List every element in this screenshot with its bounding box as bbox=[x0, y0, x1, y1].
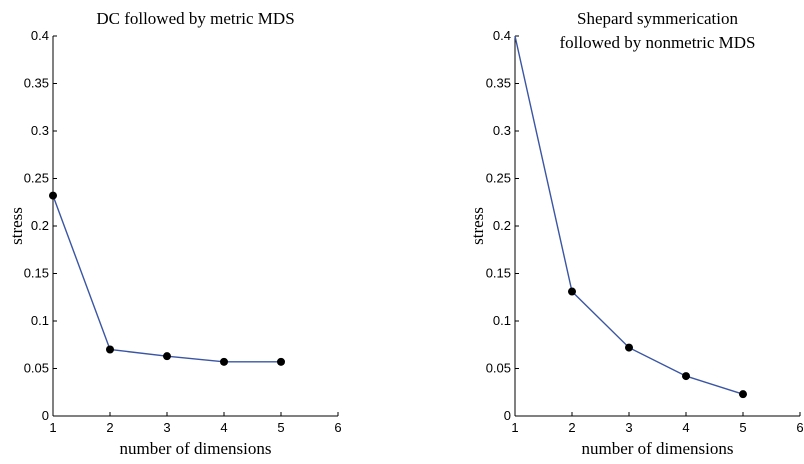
x-tick-label: 5 bbox=[277, 420, 284, 435]
chart-panel-1: 0 0.05 0.1 0.15 0.2 0.25 0.3 0.35 0.4 1 2 3 4 5 6 DC fo… bbox=[7, 9, 342, 458]
series-line bbox=[52, 195, 281, 363]
x-tick-label: 1 bbox=[49, 420, 56, 435]
x-tick-label: 4 bbox=[220, 420, 227, 435]
y-tick-label: 0.4 bbox=[493, 28, 511, 43]
x-tick-label: 6 bbox=[334, 420, 341, 435]
data-point bbox=[106, 345, 114, 354]
data-point bbox=[49, 191, 57, 200]
x-tick-label: 3 bbox=[163, 420, 170, 435]
y-tick-label: 0.2 bbox=[493, 218, 511, 233]
y-tick-label: 0.15 bbox=[24, 266, 49, 281]
data-point bbox=[163, 352, 171, 361]
y-tick-label: 0.1 bbox=[31, 313, 49, 328]
x-tick-label: 1 bbox=[511, 420, 518, 435]
y-tick-label: 0 bbox=[504, 408, 511, 423]
y-tick-label: 0.2 bbox=[31, 218, 49, 233]
chart-title: Shepard symmerication bbox=[577, 9, 738, 28]
data-point bbox=[220, 357, 228, 366]
chart-title: followed by nonmetric MDS bbox=[560, 33, 756, 52]
x-tick-label: 6 bbox=[796, 420, 803, 435]
y-axis-label: stress bbox=[468, 207, 487, 245]
series-line bbox=[514, 35, 744, 395]
y-tick-label: 0.25 bbox=[24, 171, 49, 186]
y-tick-label: 0.15 bbox=[486, 266, 511, 281]
data-point bbox=[568, 287, 576, 296]
y-tick-label: 0.1 bbox=[493, 313, 511, 328]
chart-panel-2: 0 0.05 0.1 0.15 0.2 0.25 0.3 0.35 0.4 1 2 3 4 5 6 Shepa… bbox=[468, 9, 804, 458]
y-tick-label: 0.05 bbox=[24, 361, 49, 376]
y-tick-label: 0.35 bbox=[486, 76, 511, 91]
x-tick-label: 3 bbox=[625, 420, 632, 435]
data-point bbox=[682, 372, 690, 381]
x-tick-label: 2 bbox=[106, 420, 113, 435]
y-tick-label: 0.4 bbox=[31, 28, 49, 43]
x-tick-label: 5 bbox=[739, 420, 746, 435]
y-axis-label: stress bbox=[7, 207, 26, 245]
y-tick-label: 0.3 bbox=[31, 123, 49, 138]
data-point bbox=[625, 343, 633, 352]
x-tick-label: 2 bbox=[568, 420, 575, 435]
y-tick-label: 0.35 bbox=[24, 76, 49, 91]
y-tick-label: 0.05 bbox=[486, 361, 511, 376]
x-axis-label: number of dimensions bbox=[119, 439, 271, 458]
y-tick-label: 0.25 bbox=[486, 171, 511, 186]
data-point bbox=[739, 390, 747, 399]
chart-title: DC followed by metric MDS bbox=[96, 9, 294, 28]
data-point bbox=[277, 357, 285, 366]
x-axis-label: number of dimensions bbox=[581, 439, 733, 458]
y-tick-label: 0 bbox=[42, 408, 49, 423]
x-tick-label: 4 bbox=[682, 420, 689, 435]
y-tick-label: 0.3 bbox=[493, 123, 511, 138]
